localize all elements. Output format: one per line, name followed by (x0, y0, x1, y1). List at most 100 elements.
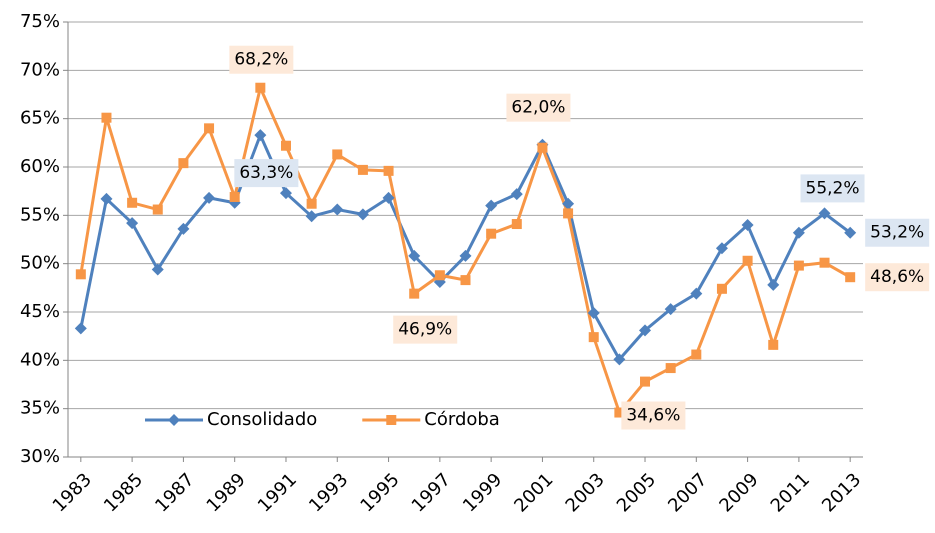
marker (408, 249, 421, 262)
x-tick-label: 1985 (100, 469, 147, 516)
marker (511, 219, 522, 230)
data-label-text: 68,2% (234, 50, 288, 70)
data-label: 62,0% (506, 93, 571, 122)
y-tick-label: 50% (20, 253, 60, 274)
marker (793, 260, 804, 271)
x-tick-label: 2013 (818, 469, 865, 516)
marker (845, 272, 856, 283)
marker (74, 322, 87, 335)
data-label-box (234, 159, 299, 188)
marker (742, 255, 753, 266)
legend-label: Consolidado (207, 409, 317, 430)
y-tick-label: 65% (20, 108, 60, 129)
marker (100, 192, 113, 205)
marker (305, 210, 318, 223)
y-tick-label: 40% (20, 349, 60, 370)
marker (255, 82, 266, 93)
x-tick-label: 1991 (254, 469, 301, 516)
marker (664, 303, 677, 316)
y-tick-label: 70% (20, 59, 60, 80)
marker (177, 222, 190, 235)
x-tick-label: 2005 (613, 469, 660, 516)
marker (665, 363, 676, 374)
marker (151, 263, 164, 276)
x-tick-label: 1995 (356, 469, 403, 516)
x-tick-label: 1997 (408, 469, 455, 516)
marker (460, 275, 471, 286)
y-tick-label: 30% (20, 446, 60, 467)
x-tick-label: 2007 (664, 469, 711, 516)
data-label-text: 48,6% (870, 267, 924, 287)
marker (792, 226, 805, 239)
marker (75, 269, 86, 280)
data-label: 55,2% (800, 174, 865, 203)
marker (640, 376, 651, 387)
marker (639, 324, 652, 337)
data-label: 34,6% (621, 401, 686, 430)
marker (409, 288, 420, 299)
marker (459, 249, 472, 262)
marker (332, 149, 343, 160)
x-tick-label: 1993 (305, 469, 352, 516)
marker (485, 199, 498, 212)
x-tick-label: 1999 (459, 469, 506, 516)
marker (280, 140, 291, 151)
y-tick-label: 55% (20, 204, 60, 225)
y-tick-label: 60% (20, 156, 60, 177)
marker (614, 407, 625, 418)
x-tick-label: 2001 (510, 469, 557, 516)
y-tick-label: 45% (20, 301, 60, 322)
x-tick-label: 1987 (151, 469, 198, 516)
marker (229, 191, 240, 202)
marker (767, 278, 780, 291)
y-tick-label: 75% (20, 11, 60, 32)
x-tick-label: 2011 (767, 469, 814, 516)
marker (588, 332, 599, 343)
data-label: 48,6% (865, 263, 930, 292)
marker (306, 198, 317, 209)
legend-marker (386, 415, 397, 425)
marker (486, 228, 497, 239)
marker (254, 129, 267, 142)
data-label-text: 62,0% (511, 98, 565, 118)
marker (331, 203, 344, 216)
x-tick-label: 2003 (562, 469, 609, 516)
data-label-box (393, 315, 458, 344)
marker (126, 217, 139, 230)
y-tick-label: 35% (20, 398, 60, 419)
legend-label: Córdoba (424, 409, 500, 430)
marker (127, 197, 138, 208)
marker (716, 283, 727, 294)
marker (563, 208, 574, 219)
data-label: 68,2% (229, 45, 294, 74)
marker (819, 257, 830, 268)
marker (715, 242, 728, 255)
marker (741, 219, 754, 231)
marker (562, 197, 575, 210)
data-label-box (800, 174, 865, 203)
marker (844, 226, 857, 239)
data-label-box (865, 263, 930, 292)
marker (587, 306, 600, 319)
marker (382, 191, 395, 204)
marker (178, 158, 189, 169)
data-label-box (229, 45, 294, 74)
marker (818, 207, 831, 220)
marker (203, 191, 216, 204)
marker (510, 188, 523, 201)
data-label-box (621, 401, 686, 430)
marker (691, 349, 702, 360)
data-label-box (865, 218, 930, 247)
marker (101, 112, 112, 123)
marker (356, 208, 369, 221)
x-tick-label: 2009 (715, 469, 762, 516)
data-label-text: 63,3% (239, 163, 293, 183)
data-label-box (506, 93, 571, 122)
x-tick-label: 1989 (203, 469, 250, 516)
marker (537, 142, 548, 153)
marker (383, 165, 394, 176)
marker (613, 353, 626, 366)
marker (434, 270, 445, 281)
